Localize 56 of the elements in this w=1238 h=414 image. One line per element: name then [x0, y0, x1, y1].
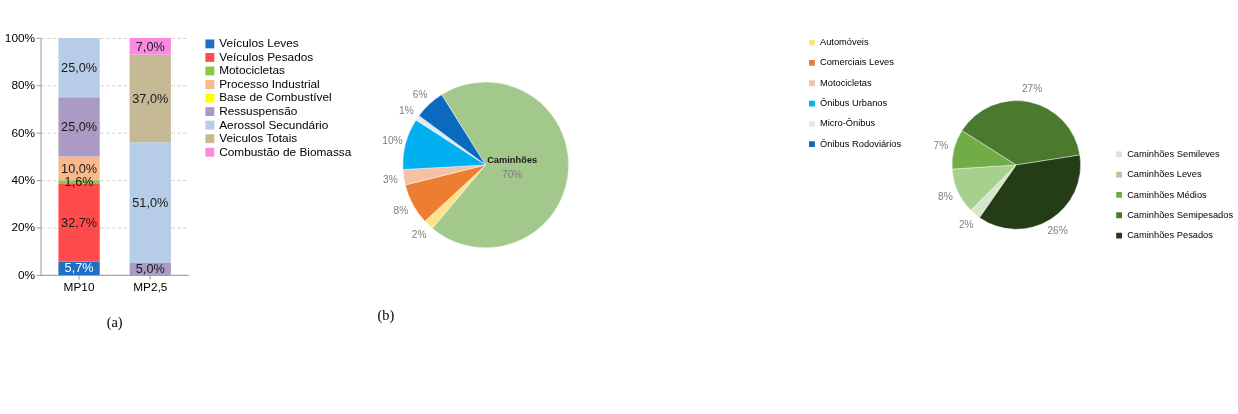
legend-label: Veículos Pesados: [219, 49, 314, 64]
y-tick-label: 100%: [4, 30, 36, 45]
legend-label: Motocicletas: [219, 63, 285, 78]
legend-label: Micro-Ônibus: [819, 118, 876, 129]
text: (a): [106, 314, 123, 332]
legend-label: Comerciais Leves: [819, 57, 895, 68]
bar: [58, 37, 100, 98]
legend-label: Caminhões Leves: [1127, 169, 1202, 180]
data-label: 7%: [933, 140, 949, 152]
bar: [129, 54, 171, 143]
legend-label: Base de Combustível: [219, 90, 332, 105]
data-label: 37,0%: [132, 91, 169, 106]
bar: [58, 97, 100, 157]
legend-label: Motocicletas: [819, 77, 872, 88]
legend-label: Caminhões Médios: [1127, 189, 1208, 200]
data-label: 2%: [411, 229, 427, 241]
bar: [129, 142, 171, 264]
data-label: 1%: [399, 104, 414, 116]
data-label: 51,0%: [132, 195, 169, 210]
data-label: 25,0%: [61, 60, 98, 75]
data-label: 3%: [383, 173, 398, 185]
legend-label: Aerossol Secundário: [219, 117, 329, 132]
data-label: 7,0%: [135, 39, 165, 54]
legend-label: Automóveis: [819, 37, 869, 48]
data-label: 8%: [938, 191, 953, 203]
y-tick-label: 0%: [18, 267, 36, 282]
data-label: 5,0%: [135, 262, 165, 277]
data-label: 10,0%: [61, 161, 98, 176]
legend-label: Veiculos Totais: [219, 131, 298, 146]
legend-label: Caminhões Semipesados: [1127, 209, 1234, 220]
text: (b): [377, 306, 395, 324]
data-label: 27%: [1021, 83, 1043, 95]
y-tick-label: 60%: [11, 125, 36, 140]
data-label: 10%: [382, 134, 403, 146]
data-label: 5,7%: [64, 261, 94, 276]
y-tick-label: 80%: [11, 78, 36, 93]
data-label: 2%: [958, 218, 974, 230]
legend-label: Ônibus Rodoviários: [819, 138, 902, 149]
legend-label: Veículos Leves: [219, 36, 299, 51]
data-label: 25,0%: [61, 120, 98, 135]
legend-label: Combustão de Biomassa: [219, 144, 352, 159]
data-label: 70%: [502, 168, 523, 180]
y-tick-label: 40%: [11, 172, 36, 187]
data-label: 6%: [412, 88, 428, 100]
data-label: 32,7%: [61, 215, 98, 230]
y-tick-label: 20%: [11, 220, 36, 235]
legend-label: Caminhões Pesados: [1127, 230, 1214, 241]
data-label: 26%: [1047, 225, 1068, 237]
data-label: 8%: [393, 205, 409, 217]
legend-label: Processo Industrial: [219, 76, 320, 91]
slice-label: Caminhões: [487, 155, 538, 166]
legend-label: Ônibus Urbanos: [819, 98, 888, 109]
x-tick-label: MP10: [63, 279, 95, 294]
x-tick-label: MP2,5: [133, 279, 168, 294]
legend-label: Caminhões Semileves: [1127, 148, 1220, 159]
legend-label: Ressuspensão: [219, 104, 298, 118]
